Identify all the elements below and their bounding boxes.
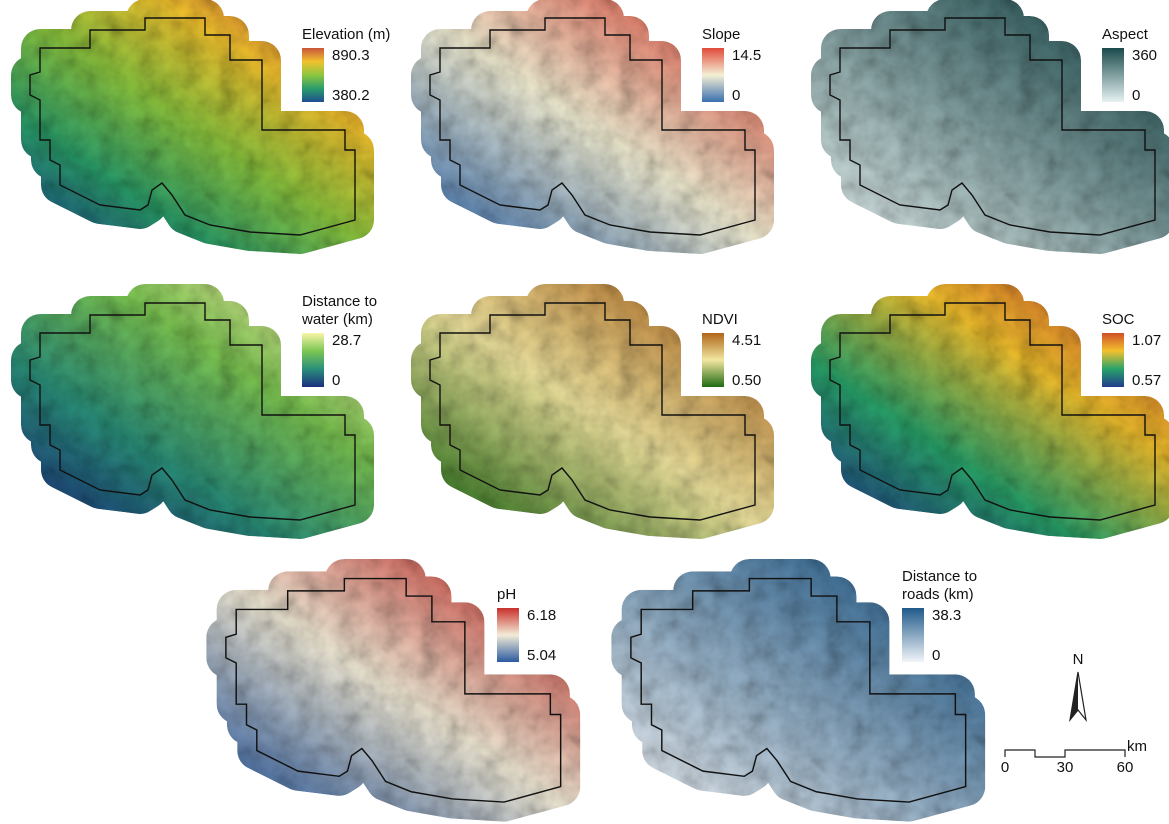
legend-title: Elevation (m) xyxy=(302,26,390,43)
legend-min: 5.04 xyxy=(527,647,556,664)
scale-unit: km xyxy=(1127,738,1147,755)
legend-max: 360 xyxy=(1132,47,1157,64)
scale-label: 0 xyxy=(1001,759,1009,776)
north-label: N xyxy=(1073,651,1084,668)
legend-max: 6.18 xyxy=(527,607,556,624)
legend-min: 0 xyxy=(1132,87,1140,104)
color-bar xyxy=(1102,48,1124,102)
legend-title: pH xyxy=(497,586,516,603)
scale-label: 30 xyxy=(1057,759,1074,776)
legend-min: 0 xyxy=(332,372,340,389)
legend-title: Aspect xyxy=(1102,26,1149,43)
color-bar xyxy=(302,333,324,387)
legend-title: SOC xyxy=(1102,311,1135,328)
color-bar xyxy=(902,608,924,662)
color-bar xyxy=(302,48,324,102)
legend-title: roads (km) xyxy=(902,586,974,603)
scale-label: 60 xyxy=(1117,759,1134,776)
color-bar xyxy=(702,333,724,387)
color-bar xyxy=(1102,333,1124,387)
legend-max: 38.3 xyxy=(932,607,961,624)
legend-title: water (km) xyxy=(301,311,373,328)
legend-min: 0.57 xyxy=(1132,372,1161,389)
legend-title: Slope xyxy=(702,26,740,43)
legend-min: 0.50 xyxy=(732,372,761,389)
legend-max: 1.07 xyxy=(1132,332,1161,349)
legend-max: 28.7 xyxy=(332,332,361,349)
legend-max: 14.5 xyxy=(732,47,761,64)
legend-min: 380.2 xyxy=(332,87,370,104)
legend-title: NDVI xyxy=(702,311,738,328)
legend-title: Distance to xyxy=(302,293,377,310)
legend-title: Distance to xyxy=(902,568,977,585)
color-bar xyxy=(497,608,519,662)
color-bar xyxy=(702,48,724,102)
scale-bar xyxy=(1004,671,1126,758)
legend-max: 4.51 xyxy=(732,332,761,349)
legend-min: 0 xyxy=(932,647,940,664)
legend-min: 0 xyxy=(732,87,740,104)
legend-max: 890.3 xyxy=(332,47,370,64)
